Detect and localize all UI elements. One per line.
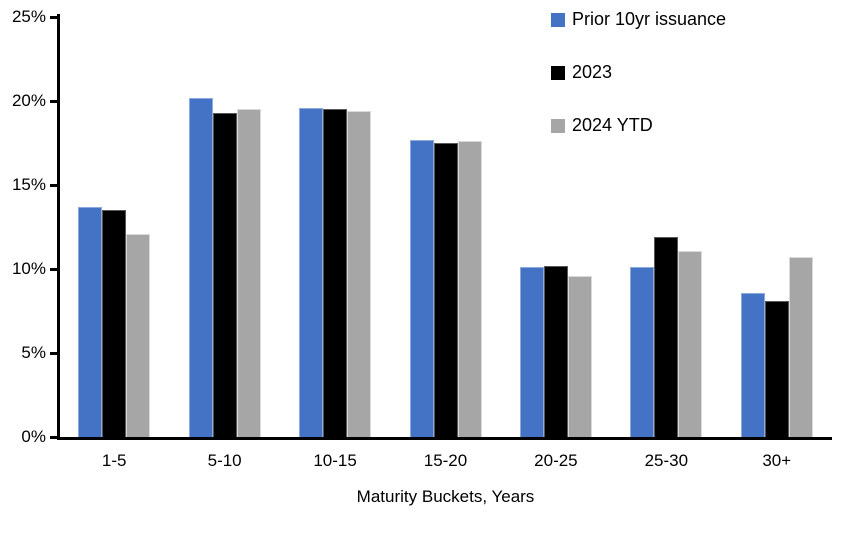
x-label-15-20: 15-20 (423, 451, 468, 470)
legend-item-2023: 2023 (551, 62, 726, 83)
bar-prior-10yr-issuance-1-5 (78, 207, 103, 437)
y-tick-0 (50, 436, 57, 439)
bar-2023-10-15 (323, 109, 348, 437)
bar-2023-30- (764, 301, 789, 437)
bar-2024-ytd-5-10 (236, 109, 261, 437)
legend-label: 2024 YTD (572, 115, 653, 135)
plot-area (59, 17, 832, 437)
bar-2024-ytd-1-5 (126, 234, 151, 437)
y-tick-label-20: 20% (11, 91, 46, 110)
x-axis-labels: 1-5 5-10 10-15 15-20 20-25 25-30 30+ (59, 451, 832, 471)
legend-label: Prior 10yr issuance (572, 9, 727, 29)
y-tick-15 (50, 184, 57, 187)
x-axis-line (57, 437, 832, 440)
x-label-1-5: 1-5 (101, 451, 127, 470)
y-tick-10 (50, 268, 57, 271)
x-label-5-10: 5-10 (207, 451, 242, 470)
x-label-30-: 30+ (762, 451, 792, 470)
legend-swatch-icon (551, 12, 565, 27)
bar-prior-10yr-issuance-5-10 (188, 98, 213, 437)
legend-label: 2023 (572, 62, 613, 82)
bar-2023-20-25 (543, 266, 568, 437)
bar-prior-10yr-issuance-15-20 (409, 140, 434, 437)
bar-2024-ytd-15-20 (457, 141, 482, 437)
legend: Prior 10yr issuance 2023 2024 YTD (551, 9, 726, 168)
bar-2023-5-10 (212, 113, 237, 437)
x-label-25-30: 25-30 (644, 451, 689, 470)
bar-2024-ytd-30- (788, 257, 813, 437)
legend-item-2024-ytd: 2024 YTD (551, 115, 726, 136)
legend-swatch-icon (551, 118, 565, 133)
x-label-20-25: 20-25 (534, 451, 578, 470)
y-tick-label-0: 0% (21, 427, 46, 446)
bar-2024-ytd-25-30 (678, 251, 703, 437)
y-tick-label-25: 25% (11, 7, 46, 26)
x-axis-title: Maturity Buckets, Years (356, 487, 535, 506)
y-tick-label-10: 10% (11, 259, 46, 278)
y-tick-label-15: 15% (11, 175, 46, 194)
bar-2024-ytd-20-25 (567, 276, 592, 437)
bar-prior-10yr-issuance-10-15 (299, 108, 324, 437)
y-tick-20 (50, 100, 57, 103)
bar-prior-10yr-issuance-25-30 (630, 267, 655, 437)
legend-swatch-icon (551, 65, 565, 80)
bar-2024-ytd-10-15 (347, 111, 372, 437)
bar-prior-10yr-issuance-30- (740, 293, 765, 437)
bar-2023-15-20 (433, 143, 458, 437)
bar-2023-1-5 (102, 210, 127, 437)
x-label-10-15: 10-15 (313, 451, 357, 470)
y-tick-25 (50, 16, 57, 19)
y-axis-line (57, 14, 60, 440)
y-tick-5 (50, 352, 57, 355)
y-tick-label-5: 5% (21, 343, 46, 362)
bar-prior-10yr-issuance-20-25 (519, 267, 544, 437)
legend-item-prior-10yr-issuance: Prior 10yr issuance (551, 9, 726, 30)
bar-2023-25-30 (654, 237, 679, 437)
